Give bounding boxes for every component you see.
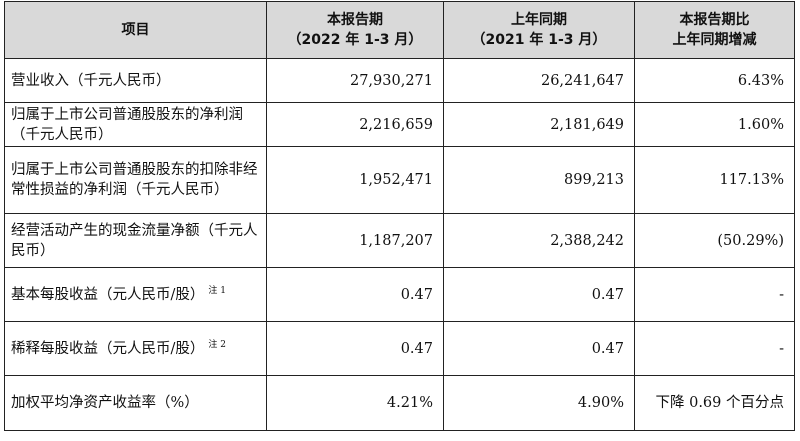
header-prior-period: 上年同期 （2021 年 1-3 月） [443,1,635,59]
header-row: 项目 本报告期 （2022 年 1-3 月） 上年同期 （2021 年 1-3 … [4,1,795,59]
prior-value: 899,213 [443,146,635,214]
change-value: 下降 0.69 个百分点 [634,375,795,431]
prior-value: 2,388,242 [443,213,635,268]
header-item: 项目 [4,1,267,59]
table-row: 营业收入（千元人民币） 27,930,271 26,241,647 6.43% [4,58,795,103]
current-value: 4.21% [266,375,444,431]
change-value: 1.60% [634,102,795,147]
current-value: 1,952,471 [266,146,444,214]
prior-value: 4.90% [443,375,635,431]
table-row: 稀释每股收益（元人民币/股）注 2 0.47 0.47 - [4,321,795,376]
financial-summary: 项目 本报告期 （2022 年 1-3 月） 上年同期 （2021 年 1-3 … [4,1,795,431]
row-label: 基本每股收益（元人民币/股）注 1 [4,267,267,322]
row-label: 稀释每股收益（元人民币/股）注 2 [4,321,267,376]
table-row: 归属于上市公司普通股股东的净利润（千元人民币） 2,216,659 2,181,… [4,102,795,147]
row-label: 经营活动产生的现金流量净额（千元人民币） [4,213,267,268]
table-row: 加权平均净资产收益率（%） 4.21% 4.90% 下降 0.69 个百分点 [4,375,795,431]
prior-value: 0.47 [443,321,635,376]
prior-value: 2,181,649 [443,102,635,147]
current-value: 27,930,271 [266,58,444,103]
row-label: 加权平均净资产收益率（%） [4,375,267,431]
footnote-marker: 注 1 [208,285,226,296]
current-value: 2,216,659 [266,102,444,147]
financial-table: 项目 本报告期 （2022 年 1-3 月） 上年同期 （2021 年 1-3 … [4,1,795,431]
row-label: 归属于上市公司普通股股东的扣除非经常性损益的净利润（千元人民币） [4,146,267,214]
change-value: (50.29%) [634,213,795,268]
change-value: - [634,321,795,376]
row-label: 归属于上市公司普通股股东的净利润（千元人民币） [4,102,267,147]
change-value: 117.13% [634,146,795,214]
header-current-period: 本报告期 （2022 年 1-3 月） [266,1,444,59]
table-row: 归属于上市公司普通股股东的扣除非经常性损益的净利润（千元人民币） 1,952,4… [4,146,795,214]
row-label: 营业收入（千元人民币） [4,58,267,103]
table-row: 基本每股收益（元人民币/股）注 1 0.47 0.47 - [4,267,795,322]
change-value: - [634,267,795,322]
prior-value: 26,241,647 [443,58,635,103]
current-value: 0.47 [266,321,444,376]
current-value: 1,187,207 [266,213,444,268]
table-row: 经营活动产生的现金流量净额（千元人民币） 1,187,207 2,388,242… [4,213,795,268]
current-value: 0.47 [266,267,444,322]
prior-value: 0.47 [443,267,635,322]
header-change: 本报告期比 上年同期增减 [634,1,795,59]
footnote-marker: 注 2 [208,339,226,350]
change-value: 6.43% [634,58,795,103]
